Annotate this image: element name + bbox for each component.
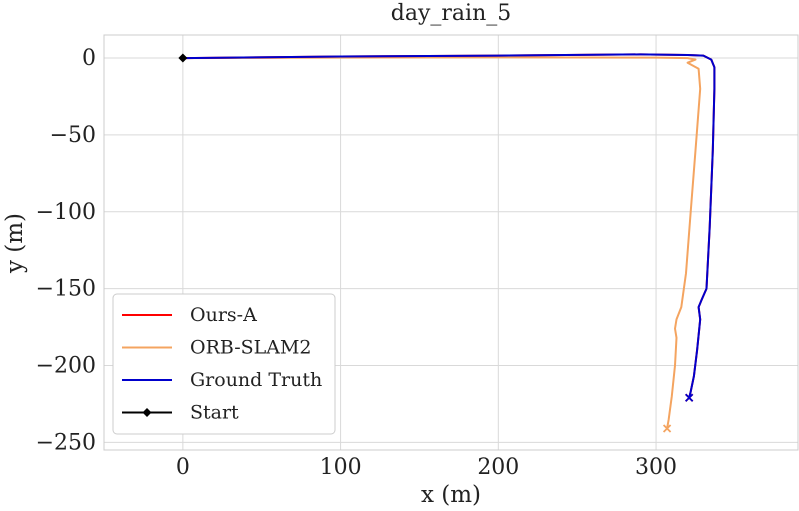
legend-label-ground-truth: Ground Truth [190, 369, 322, 391]
legend: Ours-A ORB-SLAM2 Ground Truth Start [112, 293, 336, 435]
y-tick-label: −200 [36, 353, 96, 378]
legend-box [112, 293, 336, 435]
x-tick-label: 300 [635, 455, 677, 480]
legend-items: Ours-A ORB-SLAM2 Ground Truth Start [122, 304, 322, 424]
orb-slam2-end-marker [662, 424, 672, 433]
chart-title: day_rain_5 [391, 1, 511, 26]
series-lines [178, 53, 716, 433]
x-tick-label: 200 [477, 455, 519, 480]
y-axis-label: y (m) [2, 213, 28, 274]
x-axis-label: x (m) [421, 482, 481, 508]
legend-label-ours-a: Ours-A [190, 304, 257, 326]
y-tick-label: −250 [36, 430, 96, 455]
legend-label-start: Start [190, 402, 239, 424]
x-tick-label: 100 [320, 455, 362, 480]
ground-truth-end-marker [685, 393, 694, 402]
legend-marker-start [142, 408, 152, 417]
y-tick-label: −100 [36, 200, 96, 225]
orb-slam2-trajectory [181, 56, 702, 430]
y-tick-label: −50 [50, 123, 96, 148]
x-tick-label: 0 [176, 455, 190, 480]
legend-label-orb-slam2: ORB-SLAM2 [190, 337, 312, 359]
y-tick-label: 0 [82, 46, 96, 71]
tick-labels: 0 100 200 300 0 −50 −100 −150 −200 −250 [36, 46, 677, 480]
start-marker [178, 53, 188, 63]
y-tick-label: −150 [36, 277, 96, 302]
ground-truth-trajectory [181, 53, 716, 399]
plot-frame [103, 34, 799, 451]
